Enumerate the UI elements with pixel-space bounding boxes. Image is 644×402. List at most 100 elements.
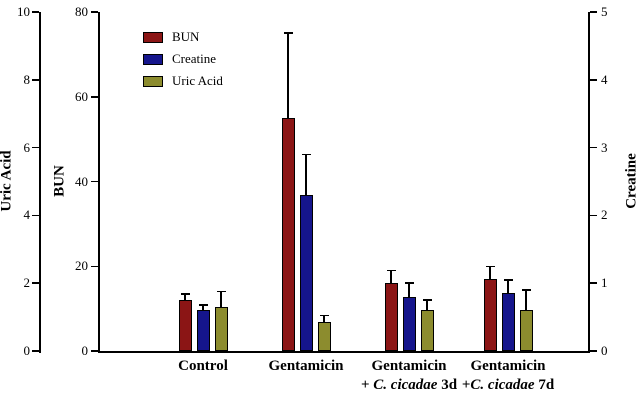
category-text: Gentamicin [371,358,447,374]
bar-bun-g2 [281,117,295,351]
legend-label-bun: BUN [172,29,200,44]
bar-uric-acid-g2 [317,322,331,351]
category-label-g4: Gentamicin +C. cicadae 7d [462,357,554,395]
error-bar-uric-acid-g1 [220,291,222,307]
error-cap-uric-acid-g4 [521,289,531,291]
uric-acid-axis-tick-label: 0 [23,343,31,358]
error-cap-bun-g1 [180,293,190,295]
legend-swatch-bun [143,31,163,43]
category-label-g3: Gentamicin + C. cicadae 3d [361,357,457,395]
error-cap-bun-g3 [386,269,396,272]
x-axis-line [98,351,590,353]
error-bar-uric-acid-g3 [426,300,428,311]
bar-bun-g3 [384,283,398,351]
error-cap-uric-acid-g3 [422,299,432,301]
bun-axis-tick-label: 80 [75,4,88,19]
bun-axis-tick-label: 0 [81,343,89,358]
category-text: C. cicadae [470,376,535,393]
category-text: + [360,376,374,393]
error-bar-bun-g2 [287,33,289,118]
error-cap-creatine-g2 [301,153,311,156]
error-cap-uric-acid-g1 [216,290,226,293]
bar-creatine-g2 [299,195,313,351]
bar-uric-acid-g4 [519,310,533,351]
legend-swatch-creatine [143,53,163,65]
bar-bun-g4 [483,278,497,351]
category-label-line: + C. cicadae 3d [361,376,457,395]
legend-row-bun: BUN [143,26,223,48]
bar-bun-g1 [178,300,192,351]
creatine-axis-tick-label: 1 [601,275,608,291]
bar-uric-acid-g3 [420,310,434,351]
uric-acid-axis-tick-label: 8 [23,71,31,87]
creatine-axis-tick-label: 3 [601,139,608,155]
category-label-g1: Control [178,357,228,376]
category-label-line: Gentamicin [462,357,554,376]
category-label-line: Gentamicin [361,357,457,376]
error-cap-uric-acid-g2 [319,314,329,317]
bar-creatine-g1 [196,310,210,351]
error-cap-creatine-g1 [198,304,208,306]
bun-axis-tick [91,265,98,267]
bar-creatine-g3 [402,296,416,351]
creatine-axis-tick [589,11,597,13]
bar-creatine-g4 [501,293,515,351]
error-bar-uric-acid-g2 [323,315,325,323]
creatine-axis-line [588,12,590,353]
error-bar-bun-g3 [390,270,392,284]
category-label-g2: Gentamicin [269,357,344,376]
bar-uric-acid-g1 [214,306,228,351]
creatine-axis-tick-label: 0 [601,343,608,358]
bun-axis-tick [91,350,98,352]
axis-title-uric-acid: Uric Acid [0,150,15,212]
category-text: C. cicadae [373,376,438,393]
bun-axis-tick-label: 40 [75,173,88,189]
bun-axis-line [98,12,100,353]
legend-swatch-uric-acid [143,75,163,87]
error-cap-creatine-g3 [404,282,414,284]
bun-axis-tick [91,96,98,98]
legend-row-creatine: Creatine [143,48,223,70]
uric-acid-axis-tick [32,11,39,13]
category-text: Gentamicin [268,358,344,374]
uric-acid-axis-tick [32,214,39,217]
creatine-axis-tick [589,79,597,81]
legend: BUN Creatine Uric Acid [143,26,223,92]
error-bar-bun-g4 [489,266,491,279]
category-text: 3d [437,376,458,393]
category-text: Gentamicin [470,358,546,374]
error-bar-creatine-g3 [408,283,410,297]
category-text: 7d [534,376,555,393]
creatine-axis-tick-label: 2 [601,207,608,223]
legend-label-uric-acid: Uric Acid [172,73,223,88]
axis-title-creatine: Creatine [623,153,640,209]
error-bar-creatine-g4 [507,279,509,294]
error-cap-bun-g4 [485,265,495,267]
category-text: Control [178,358,228,374]
category-label-line: Control [178,357,228,376]
error-cap-bun-g2 [283,32,293,34]
uric-acid-axis-tick [32,282,39,284]
error-bar-uric-acid-g4 [525,289,527,311]
creatine-axis-tick [589,146,597,149]
error-bar-creatine-g2 [305,154,307,196]
uric-acid-axis-tick [32,350,39,352]
uric-acid-axis-line [39,12,41,353]
bun-axis-tick-label: 20 [75,258,88,274]
error-bar-creatine-g1 [202,304,204,311]
creatine-axis-tick [589,282,597,284]
category-label-line: Gentamicin [269,357,344,376]
category-label-line: +C. cicadae 7d [462,376,554,395]
uric-acid-axis-tick [32,79,39,81]
uric-acid-axis-tick-label: 2 [23,275,31,291]
bun-axis-tick-label: 60 [75,88,88,104]
creatine-axis-tick [589,214,597,217]
error-bar-bun-g1 [184,293,186,301]
bun-axis-tick [91,11,98,13]
legend-label-creatine: Creatine [172,51,217,66]
creatine-axis-tick-label: 4 [601,71,608,87]
error-cap-creatine-g4 [503,279,513,281]
uric-acid-axis-tick-label: 4 [23,207,31,223]
uric-acid-axis-tick-label: 10 [17,4,30,19]
